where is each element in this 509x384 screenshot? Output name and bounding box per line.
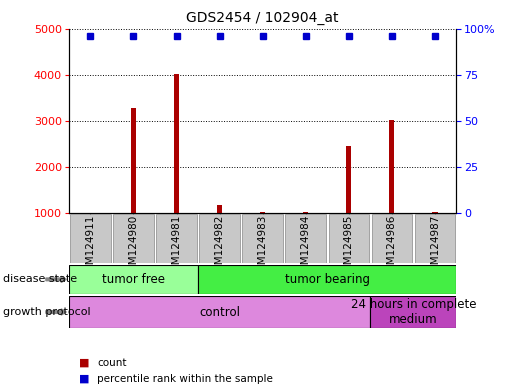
- Text: GSM124985: GSM124985: [343, 215, 353, 278]
- Bar: [414, 214, 454, 263]
- Text: GSM124982: GSM124982: [214, 215, 224, 278]
- Bar: [346, 146, 351, 213]
- Bar: [370, 296, 456, 328]
- Text: growth protocol: growth protocol: [3, 307, 90, 317]
- Text: GSM124981: GSM124981: [171, 215, 181, 278]
- Bar: [156, 214, 196, 263]
- Bar: [131, 108, 136, 213]
- Text: count: count: [97, 358, 126, 368]
- Text: GSM124983: GSM124983: [257, 215, 267, 278]
- Bar: [70, 214, 110, 263]
- Bar: [174, 74, 179, 213]
- Bar: [432, 212, 437, 213]
- Text: percentile rank within the sample: percentile rank within the sample: [97, 374, 272, 384]
- Text: GSM124986: GSM124986: [386, 215, 396, 278]
- Title: GDS2454 / 102904_at: GDS2454 / 102904_at: [186, 11, 338, 25]
- Bar: [69, 296, 370, 328]
- Bar: [199, 214, 239, 263]
- Text: GSM124980: GSM124980: [128, 215, 138, 278]
- Text: tumor free: tumor free: [102, 273, 164, 286]
- Text: tumor bearing: tumor bearing: [284, 273, 369, 286]
- Bar: [197, 265, 456, 294]
- Bar: [302, 212, 308, 213]
- Bar: [260, 212, 265, 213]
- Bar: [328, 214, 369, 263]
- Bar: [88, 213, 93, 214]
- Bar: [113, 214, 153, 263]
- Text: GSM124984: GSM124984: [300, 215, 310, 278]
- Bar: [216, 205, 222, 213]
- Bar: [242, 214, 282, 263]
- Text: GSM124987: GSM124987: [429, 215, 439, 278]
- Text: disease state: disease state: [3, 274, 76, 285]
- Bar: [371, 214, 411, 263]
- Text: GSM124911: GSM124911: [85, 215, 95, 278]
- Text: 24 hours in complete
medium: 24 hours in complete medium: [350, 298, 475, 326]
- Text: ■: ■: [79, 374, 90, 384]
- Bar: [69, 265, 197, 294]
- Text: ■: ■: [79, 358, 90, 368]
- Text: control: control: [199, 306, 240, 318]
- Bar: [285, 214, 325, 263]
- Bar: [388, 120, 393, 213]
